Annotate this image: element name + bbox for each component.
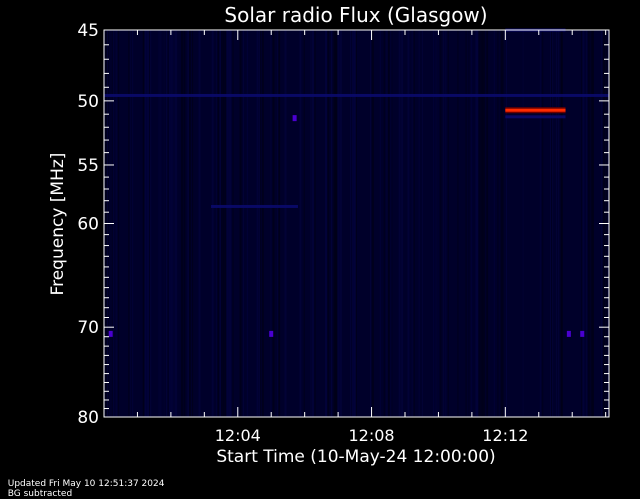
x-axis-label: Start Time (10-May-24 12:00:00)	[216, 447, 495, 467]
y-tick-label: 55	[77, 156, 99, 176]
y-tick-label: 50	[77, 92, 99, 112]
plot-area	[103, 28, 609, 417]
emission-spot	[580, 330, 585, 337]
x-tick-label: 12:04	[215, 426, 261, 445]
chart-title: Solar radio Flux (Glasgow)	[224, 3, 487, 27]
spectrogram-chart: 12:04 12:08 12:12 45 50 55 60 70 80 Solar radio …	[48, 3, 610, 467]
emission-spot	[108, 330, 113, 337]
axes: 12:04 12:08 12:12 45 50 55 60 70 80	[77, 21, 610, 445]
emission-spot	[292, 115, 297, 122]
footer-updated: Updated Fri May 10 12:51:37 2024	[7, 479, 165, 489]
x-tick-label: 12:08	[348, 426, 394, 445]
emission-band	[104, 93, 609, 97]
emission-spot	[566, 330, 571, 337]
y-tick-label: 80	[77, 408, 99, 428]
emission-band	[211, 204, 298, 208]
footer-note: BG subtracted	[7, 489, 73, 499]
y-axis-label: Frequency [MHz]	[48, 153, 68, 296]
x-tick-label: 12:12	[482, 426, 528, 445]
emission-burst	[505, 108, 566, 112]
y-tick-label: 70	[77, 318, 99, 338]
footer: Updated Fri May 10 12:51:37 2024 BG subt…	[2, 469, 178, 499]
y-tick-label: 60	[77, 215, 99, 235]
emission-band	[505, 115, 566, 119]
y-tick-label: 45	[77, 21, 99, 41]
emission-spot	[269, 330, 274, 337]
